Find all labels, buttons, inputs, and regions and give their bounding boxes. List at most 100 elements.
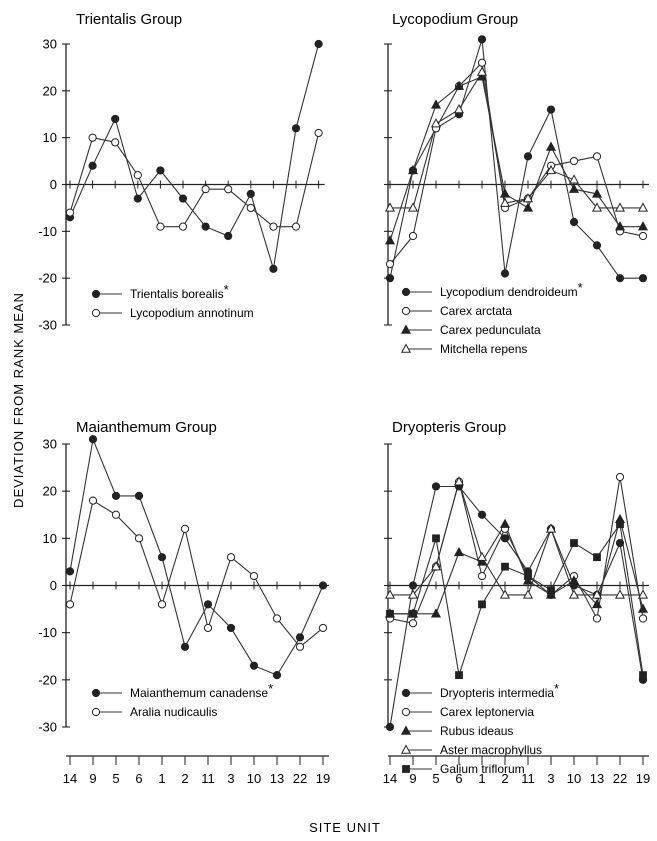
- data-point-series-2: [203, 623, 213, 633]
- data-point-series-2: [318, 623, 328, 633]
- legend-label: Lycopodium dendroideum*: [440, 280, 583, 299]
- x-tick-label: 19: [316, 771, 330, 786]
- x-tick-label: 10: [247, 771, 261, 786]
- data-point-series-1: [615, 538, 625, 548]
- panel-4: Dryopteris Group Dryopteris intermedia* Ca…: [384, 419, 649, 776]
- legend-label: Carex leptonervia: [440, 705, 534, 719]
- y-tick-label: -30: [38, 318, 57, 333]
- data-point-series-3: [522, 575, 534, 585]
- data-point-series-5: [409, 609, 417, 618]
- data-point-series-2: [408, 619, 418, 628]
- data-point-series-1: [615, 274, 625, 283]
- data-point-series-2: [291, 222, 301, 231]
- x-tick-label: 6: [455, 771, 462, 786]
- data-point-series-3: [453, 546, 465, 557]
- data-point-series-1: [638, 274, 648, 283]
- data-point-series-3: [637, 221, 649, 231]
- data-point-series-4: [591, 202, 603, 212]
- x-tick-label: 11: [521, 771, 535, 786]
- data-point-series-5: [501, 562, 509, 571]
- data-point-series-1: [111, 491, 121, 500]
- data-point-series-3: [430, 99, 442, 109]
- data-point-series-2: [272, 614, 282, 623]
- legend-marker: [91, 308, 101, 318]
- data-point-series-2: [314, 128, 323, 138]
- data-point-series-2: [477, 571, 487, 581]
- data-point-series-4: [637, 202, 649, 212]
- x-tick-label: 9: [89, 771, 96, 786]
- series-line-2: [69, 499, 324, 648]
- asterisk: *: [554, 681, 559, 696]
- data-point-series-3: [568, 575, 580, 585]
- data-point-series-2: [477, 58, 487, 67]
- x-axis-label: SITE UNIT: [309, 820, 381, 835]
- data-point-series-1: [500, 534, 510, 543]
- data-point-series-3: [499, 518, 511, 528]
- legend-marker: [401, 287, 411, 297]
- asterisk: *: [268, 681, 273, 696]
- data-point-series-5: [593, 553, 601, 562]
- x-tick-label: 5: [432, 771, 439, 786]
- data-point-series-2: [178, 222, 188, 231]
- data-point-series-1: [156, 166, 165, 175]
- legend-marker: [401, 688, 411, 698]
- x-tick-label: 1: [158, 771, 165, 786]
- data-point-series-4: [637, 589, 649, 599]
- data-point-series-2: [638, 614, 648, 623]
- data-point-series-1: [269, 264, 278, 273]
- data-point-series-1: [88, 161, 97, 170]
- data-point-series-3: [637, 603, 649, 613]
- legend-marker: [401, 306, 411, 316]
- legend-marker: [400, 324, 412, 334]
- legend-label: Aralia nudicaulis: [130, 705, 217, 719]
- x-tick-label: 6: [135, 771, 142, 786]
- data-point-series-1: [180, 642, 190, 651]
- y-tick-label: 20: [43, 484, 57, 499]
- x-tick-label: 3: [227, 771, 234, 786]
- y-tick-label: 10: [43, 130, 57, 145]
- legend-label: Carex arctata: [440, 304, 512, 318]
- data-point-series-3: [591, 188, 603, 198]
- data-point-series-1: [569, 217, 579, 227]
- data-point-series-2: [269, 222, 278, 231]
- data-point-series-1: [226, 623, 236, 633]
- x-tick-label: 10: [567, 771, 581, 786]
- y-tick-label: 30: [43, 437, 57, 452]
- data-point-series-2: [65, 208, 75, 217]
- legend-marker: [400, 343, 412, 353]
- data-point-series-1: [178, 194, 188, 203]
- data-point-series-2: [180, 524, 190, 534]
- data-point-series-4: [430, 561, 442, 571]
- data-point-series-5: [616, 520, 624, 529]
- data-point-series-2: [246, 203, 255, 213]
- data-point-series-3: [476, 71, 488, 81]
- y-tick-label: 0: [50, 578, 57, 593]
- y-tick-label: 30: [43, 37, 57, 52]
- data-point-series-2: [408, 231, 418, 241]
- data-point-series-5: [478, 600, 486, 609]
- x-tick-label: 2: [181, 771, 188, 786]
- x-tick-label: 13: [590, 771, 604, 786]
- data-point-series-1: [65, 567, 75, 576]
- legend-label: Lycopodium annotinum: [130, 306, 254, 320]
- series-line-2: [389, 476, 644, 624]
- series-line-1: [389, 39, 643, 279]
- y-tick-label: -30: [38, 720, 57, 735]
- chart-panels: Trientalis Group3020100-10-20-30Triental…: [38, 11, 650, 786]
- x-tick-label: 22: [613, 771, 627, 786]
- data-point-series-1: [111, 114, 120, 124]
- data-point-series-2: [156, 222, 165, 231]
- data-point-series-4: [476, 551, 488, 561]
- data-point-series-2: [111, 138, 120, 147]
- x-tick-label: 2: [501, 771, 508, 786]
- data-point-series-4: [407, 589, 419, 599]
- legend-label: Galium triflorum: [440, 762, 525, 776]
- data-point-series-5: [524, 572, 532, 580]
- legend-marker: [400, 725, 412, 735]
- data-point-series-3: [545, 141, 557, 151]
- legend-marker: [402, 765, 410, 773]
- data-point-series-1: [295, 633, 305, 642]
- series-line-5: [390, 522, 644, 676]
- panel-title: Dryopteris Group: [392, 419, 506, 436]
